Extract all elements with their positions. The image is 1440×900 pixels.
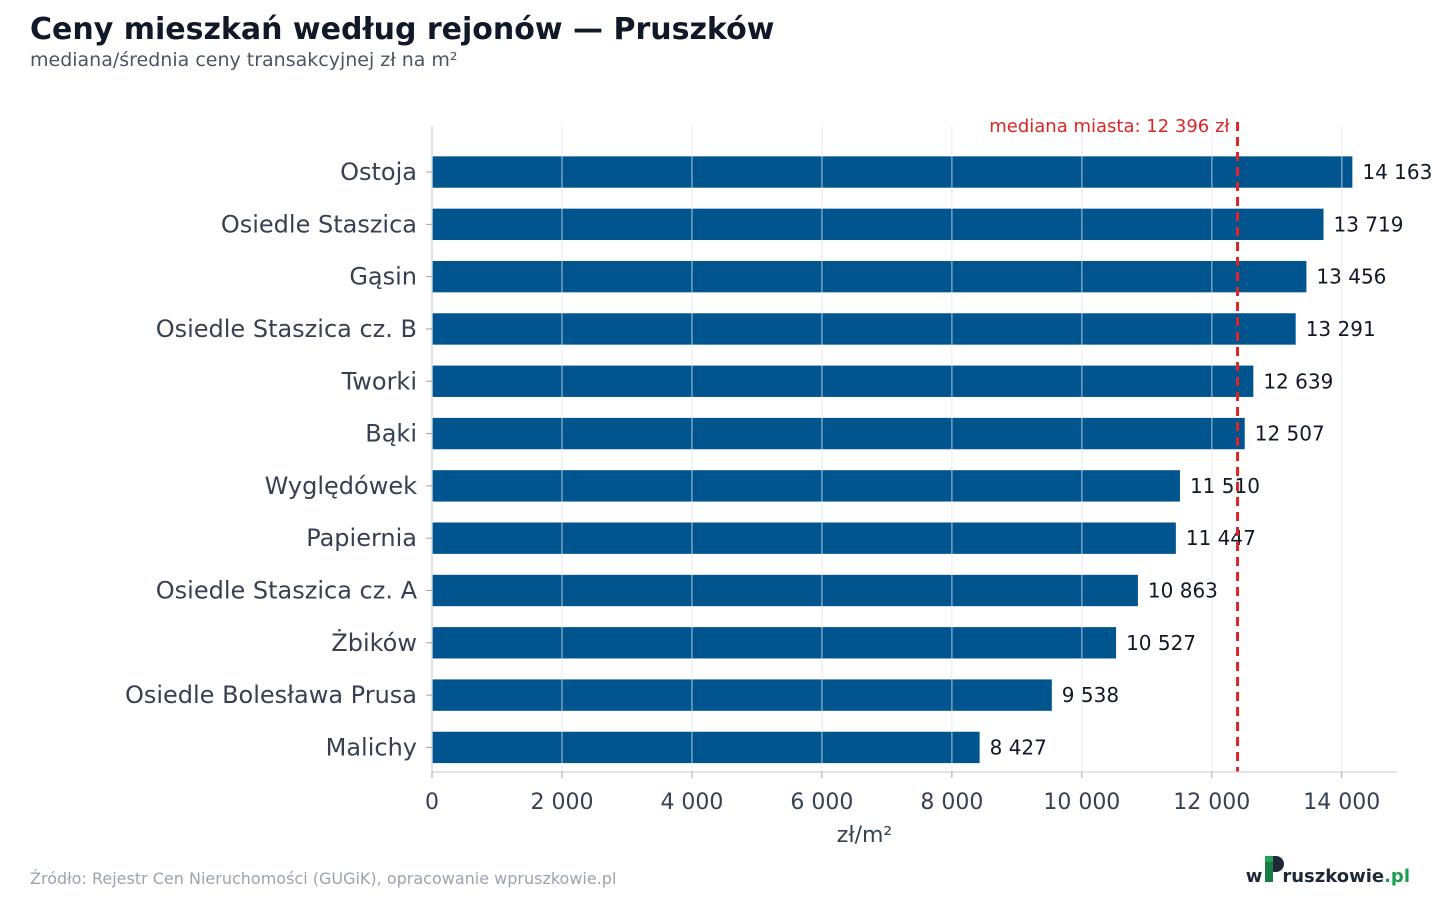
value-label: 13 456	[1316, 265, 1386, 289]
category-label: Osiedle Staszica cz. B	[156, 315, 417, 343]
x-tick-label: 2 000	[530, 790, 593, 815]
bar	[432, 679, 1052, 711]
logo-prefix: w	[1245, 866, 1263, 887]
x-tick-label: 6 000	[790, 790, 853, 815]
value-label: 13 719	[1334, 212, 1404, 236]
source-note: Źródło: Rejestr Cen Nieruchomości (GUGiK…	[30, 869, 617, 888]
x-axis-title: zł/m²	[837, 823, 892, 848]
value-label: 8 427	[990, 735, 1047, 759]
x-tick-label: 12 000	[1173, 790, 1250, 815]
bar	[432, 627, 1117, 659]
value-label: 12 507	[1255, 422, 1325, 446]
category-label: Gąsin	[349, 263, 417, 291]
value-label: 9 538	[1062, 683, 1119, 707]
bar	[432, 522, 1176, 554]
category-label: Ostoja	[340, 158, 417, 186]
x-tick-label: 4 000	[660, 790, 723, 815]
value-label: 10 863	[1148, 578, 1218, 602]
bar	[432, 417, 1245, 450]
x-tick-label: 8 000	[920, 790, 983, 815]
labels-layer: Ostoja 14 163 Osiedle Staszica 13 719 Gąsin 1…	[125, 158, 1432, 761]
x-tick-label: 10 000	[1043, 790, 1120, 815]
median-label: mediana miasta: 12 396 zł	[989, 116, 1230, 137]
bar	[432, 365, 1254, 397]
bar	[432, 313, 1296, 345]
chart-subtitle: mediana/średnia ceny transakcyjnej zł na…	[30, 49, 458, 71]
value-label: 11 510	[1190, 474, 1260, 498]
bar	[432, 470, 1180, 502]
axis-layer: 0 2 000 4 000 6 000 8 000 10 000 12 000 14 000 z…	[425, 126, 1397, 848]
category-label: Bąki	[365, 420, 417, 448]
bar	[432, 574, 1138, 607]
category-label: Wyględówek	[265, 472, 417, 500]
value-label: 11 447	[1186, 526, 1256, 550]
category-label: Tworki	[341, 367, 417, 395]
category-label: Papiernia	[306, 524, 417, 552]
category-label: Osiedle Staszica cz. A	[156, 576, 418, 604]
x-tick-label: 14 000	[1303, 790, 1380, 815]
logo-middle: ruszkowie	[1282, 866, 1385, 887]
site-logo[interactable]: w ruszkowie.pl	[1245, 856, 1410, 887]
bars-layer	[432, 156, 1353, 764]
logo-house-icon	[1263, 856, 1285, 884]
value-label: 14 163	[1362, 160, 1432, 184]
bar	[432, 731, 980, 764]
bar	[432, 260, 1307, 293]
category-label: Osiedle Staszica	[221, 210, 417, 238]
category-label: Żbików	[331, 628, 417, 657]
value-label: 10 527	[1126, 631, 1196, 655]
bar	[432, 156, 1353, 188]
value-label: 13 291	[1306, 317, 1376, 341]
reference-layer: mediana miasta: 12 396 zł	[989, 116, 1240, 772]
x-tick-label: 0	[425, 790, 439, 815]
bar	[432, 208, 1324, 241]
chart-title: Ceny mieszkań według rejonów — Pruszków	[30, 12, 775, 47]
logo-suffix: .pl	[1384, 866, 1410, 887]
category-label: Malichy	[326, 733, 417, 761]
value-label: 12 639	[1263, 369, 1333, 393]
category-label: Osiedle Bolesława Prusa	[125, 681, 417, 709]
